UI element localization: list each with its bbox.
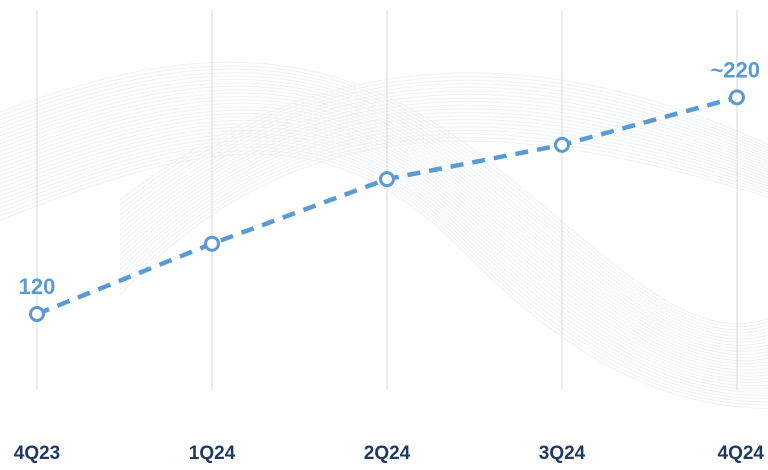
background-wave — [0, 116, 768, 374]
data-label-4q24: ~220 — [710, 57, 760, 82]
data-labels: 120 ~220 — [19, 57, 760, 299]
background-wave — [0, 153, 768, 409]
background-wave — [0, 102, 768, 362]
data-point-1q24 — [204, 235, 220, 252]
background-wave — [119, 136, 768, 291]
data-label-4q23: 120 — [19, 274, 56, 299]
background-wave — [119, 133, 768, 286]
background-wave — [119, 108, 768, 251]
background-wave — [0, 133, 768, 390]
background-wave — [119, 104, 768, 246]
background-wave — [119, 115, 768, 261]
background-wave — [119, 126, 768, 276]
x-tick-label-3q24: 3Q24 — [539, 443, 586, 464]
background-wave — [0, 79, 768, 340]
data-point-2q24 — [379, 171, 395, 188]
background-wave — [119, 101, 768, 241]
background-wave — [119, 129, 768, 281]
background-wave — [0, 109, 768, 368]
background-wave — [0, 146, 768, 403]
background-wave — [0, 92, 768, 352]
background-wave — [0, 123, 768, 380]
background-wave — [0, 96, 768, 355]
x-axis-tick-labels: 4Q23 1Q24 2Q24 3Q24 4Q24 — [14, 443, 765, 464]
data-point-4q23 — [29, 306, 45, 322]
background-wave — [0, 143, 768, 399]
background-wave — [0, 130, 768, 387]
background-wave — [119, 86, 768, 221]
data-point-3q24 — [554, 136, 570, 153]
background-wave — [119, 111, 768, 256]
background-wave — [0, 61, 768, 325]
vertical-gridlines — [36, 10, 738, 390]
background-wave — [0, 72, 768, 334]
background-wave — [119, 75, 768, 206]
background-wave — [0, 113, 768, 371]
background-wave — [0, 65, 768, 328]
background-wave — [119, 97, 768, 236]
x-tick-label-4q23: 4Q23 — [14, 443, 60, 464]
background-wave — [0, 68, 768, 331]
x-tick-label-2q24: 2Q24 — [364, 443, 411, 464]
background-wave — [119, 83, 768, 216]
background-wave — [0, 140, 768, 396]
background-wave — [0, 150, 768, 406]
background-wave — [0, 99, 768, 359]
background-wave — [0, 136, 768, 393]
x-tick-label-4q24: 4Q24 — [718, 443, 765, 464]
background-wave — [119, 79, 768, 211]
background-wave — [119, 119, 768, 266]
background-wave — [0, 106, 768, 365]
data-point-4q24 — [729, 89, 745, 106]
background-wave — [0, 85, 768, 346]
data-points — [29, 89, 745, 322]
background-wave — [119, 72, 768, 201]
background-wave — [0, 119, 768, 377]
background-wave — [119, 122, 768, 271]
background-wave — [119, 140, 768, 296]
background-wave — [119, 93, 768, 231]
background-wave-decoration — [0, 61, 768, 409]
background-wave — [0, 126, 768, 383]
background-wave — [119, 90, 768, 226]
x-tick-label-1q24: 1Q24 — [189, 443, 236, 464]
background-wave — [0, 75, 768, 337]
